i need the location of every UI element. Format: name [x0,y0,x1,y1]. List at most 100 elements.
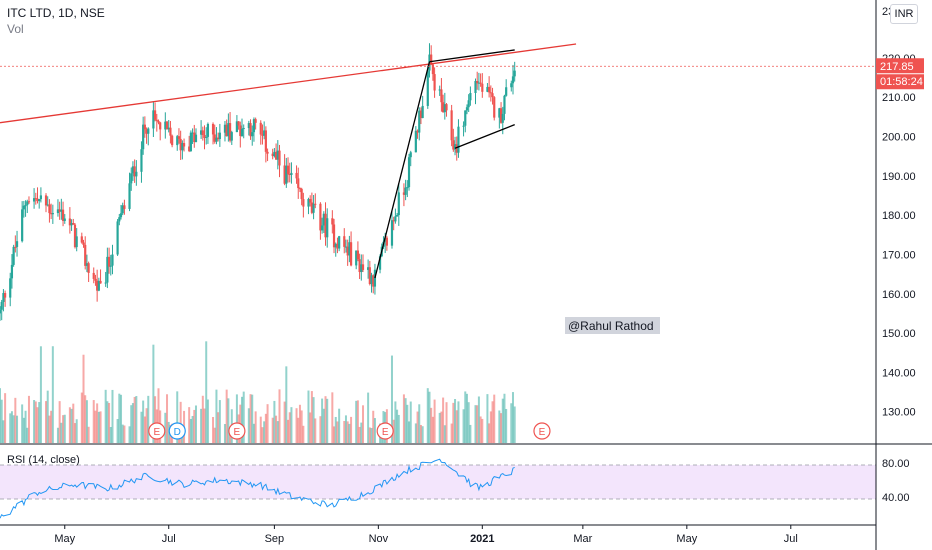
candle-body [118,217,121,222]
earnings-badge[interactable] [228,422,246,440]
candle-body [433,74,436,91]
volume-bar [426,388,429,443]
volume-bar [276,421,279,443]
candle-body [493,97,496,118]
volume-bar [455,410,458,443]
volume-bar [111,389,114,443]
candle-body [193,132,196,143]
candle-body [217,137,220,140]
candle-body [372,275,375,287]
volume-bar [33,400,36,443]
candle-body [123,205,126,209]
volume-bar [263,421,266,443]
volume-bar [0,388,1,443]
volume-bar [505,408,508,443]
volume-bar [431,416,434,443]
volume-bar [108,402,111,443]
candle-body [223,124,227,133]
volume-bar [271,417,274,443]
countdown-text: 01:58:24 [880,76,923,88]
candle-body [228,123,232,141]
candle-body [68,218,71,226]
candle-body [465,107,469,111]
volume-bar [450,423,453,443]
candle-body [464,110,467,126]
candle-body [331,218,334,225]
rsi-label: RSI (14, close) [7,454,80,466]
candle-body [346,246,349,256]
volume-bar [36,407,39,443]
volume-bar [218,400,221,443]
time-axis: May Jul Sep Nov 2021 Mar May Jul [54,525,798,545]
candle-body [407,157,411,188]
candle-body [27,201,31,203]
candle-body [70,223,73,226]
volume-bar [404,398,407,443]
volume-bar [118,393,121,443]
candle-body [499,108,503,123]
volume-bar [438,412,441,443]
volume-bar [135,396,138,443]
current-price-text: 217.85 [880,61,914,73]
candle-body [285,165,288,184]
volume-bar [82,354,85,443]
volume-bar [109,426,112,443]
earnings-badge[interactable] [148,422,166,440]
black-trendline [374,61,431,279]
candle-body [338,236,341,249]
candle-body [21,209,24,242]
candle-body [298,188,302,190]
volume-bar [360,422,363,443]
volume-bar [116,419,119,443]
volume-bar [298,404,301,443]
volume-bar [21,404,24,443]
volume-bar [445,402,448,443]
candle-body [469,92,472,101]
candle-body [215,137,218,142]
volume-label: Vol [7,22,24,36]
candle-body [343,236,346,247]
candle-body [50,213,53,215]
currency-button[interactable]: INR [890,4,918,24]
candle-body [131,166,135,174]
volume-bar [421,426,424,443]
volume-bar [331,392,334,443]
candle-body [4,293,7,298]
volume-bar [130,405,133,443]
volume-bar [322,408,325,443]
volume-bar [346,421,349,443]
time-tick-label: Sep [265,533,285,545]
volume-bar [85,400,88,443]
volume-bar [297,417,300,443]
candle-body [321,225,324,231]
volume-bar [309,412,312,443]
earnings-badge[interactable] [533,422,551,440]
dividend-badge[interactable] [168,422,186,440]
candle-body [326,218,329,238]
candle-body [106,256,109,283]
volume-bar [372,410,375,443]
price-tick-label: 140.00 [882,367,916,379]
candle-body [191,132,194,134]
rsi-layer [0,458,515,519]
candle-body [189,132,192,152]
volume-bar [498,410,501,443]
candle-body [0,309,2,314]
volume-layer [0,341,516,443]
volume-bar [440,411,443,443]
candle-body [501,113,504,123]
candle-body [247,123,250,129]
candle-body [63,218,66,221]
volume-bar [72,403,75,443]
candle-body [60,209,63,212]
volume-bar [275,415,278,443]
candle-body [510,83,513,88]
candle-body [385,237,388,246]
candle-body [176,136,179,146]
volume-bar [60,422,63,443]
candle-body [431,64,434,75]
candle-body [302,199,305,207]
watermark-text: @Rahul Rathod [568,319,654,333]
earnings-badge[interactable] [376,422,394,440]
volume-bar [84,395,87,443]
